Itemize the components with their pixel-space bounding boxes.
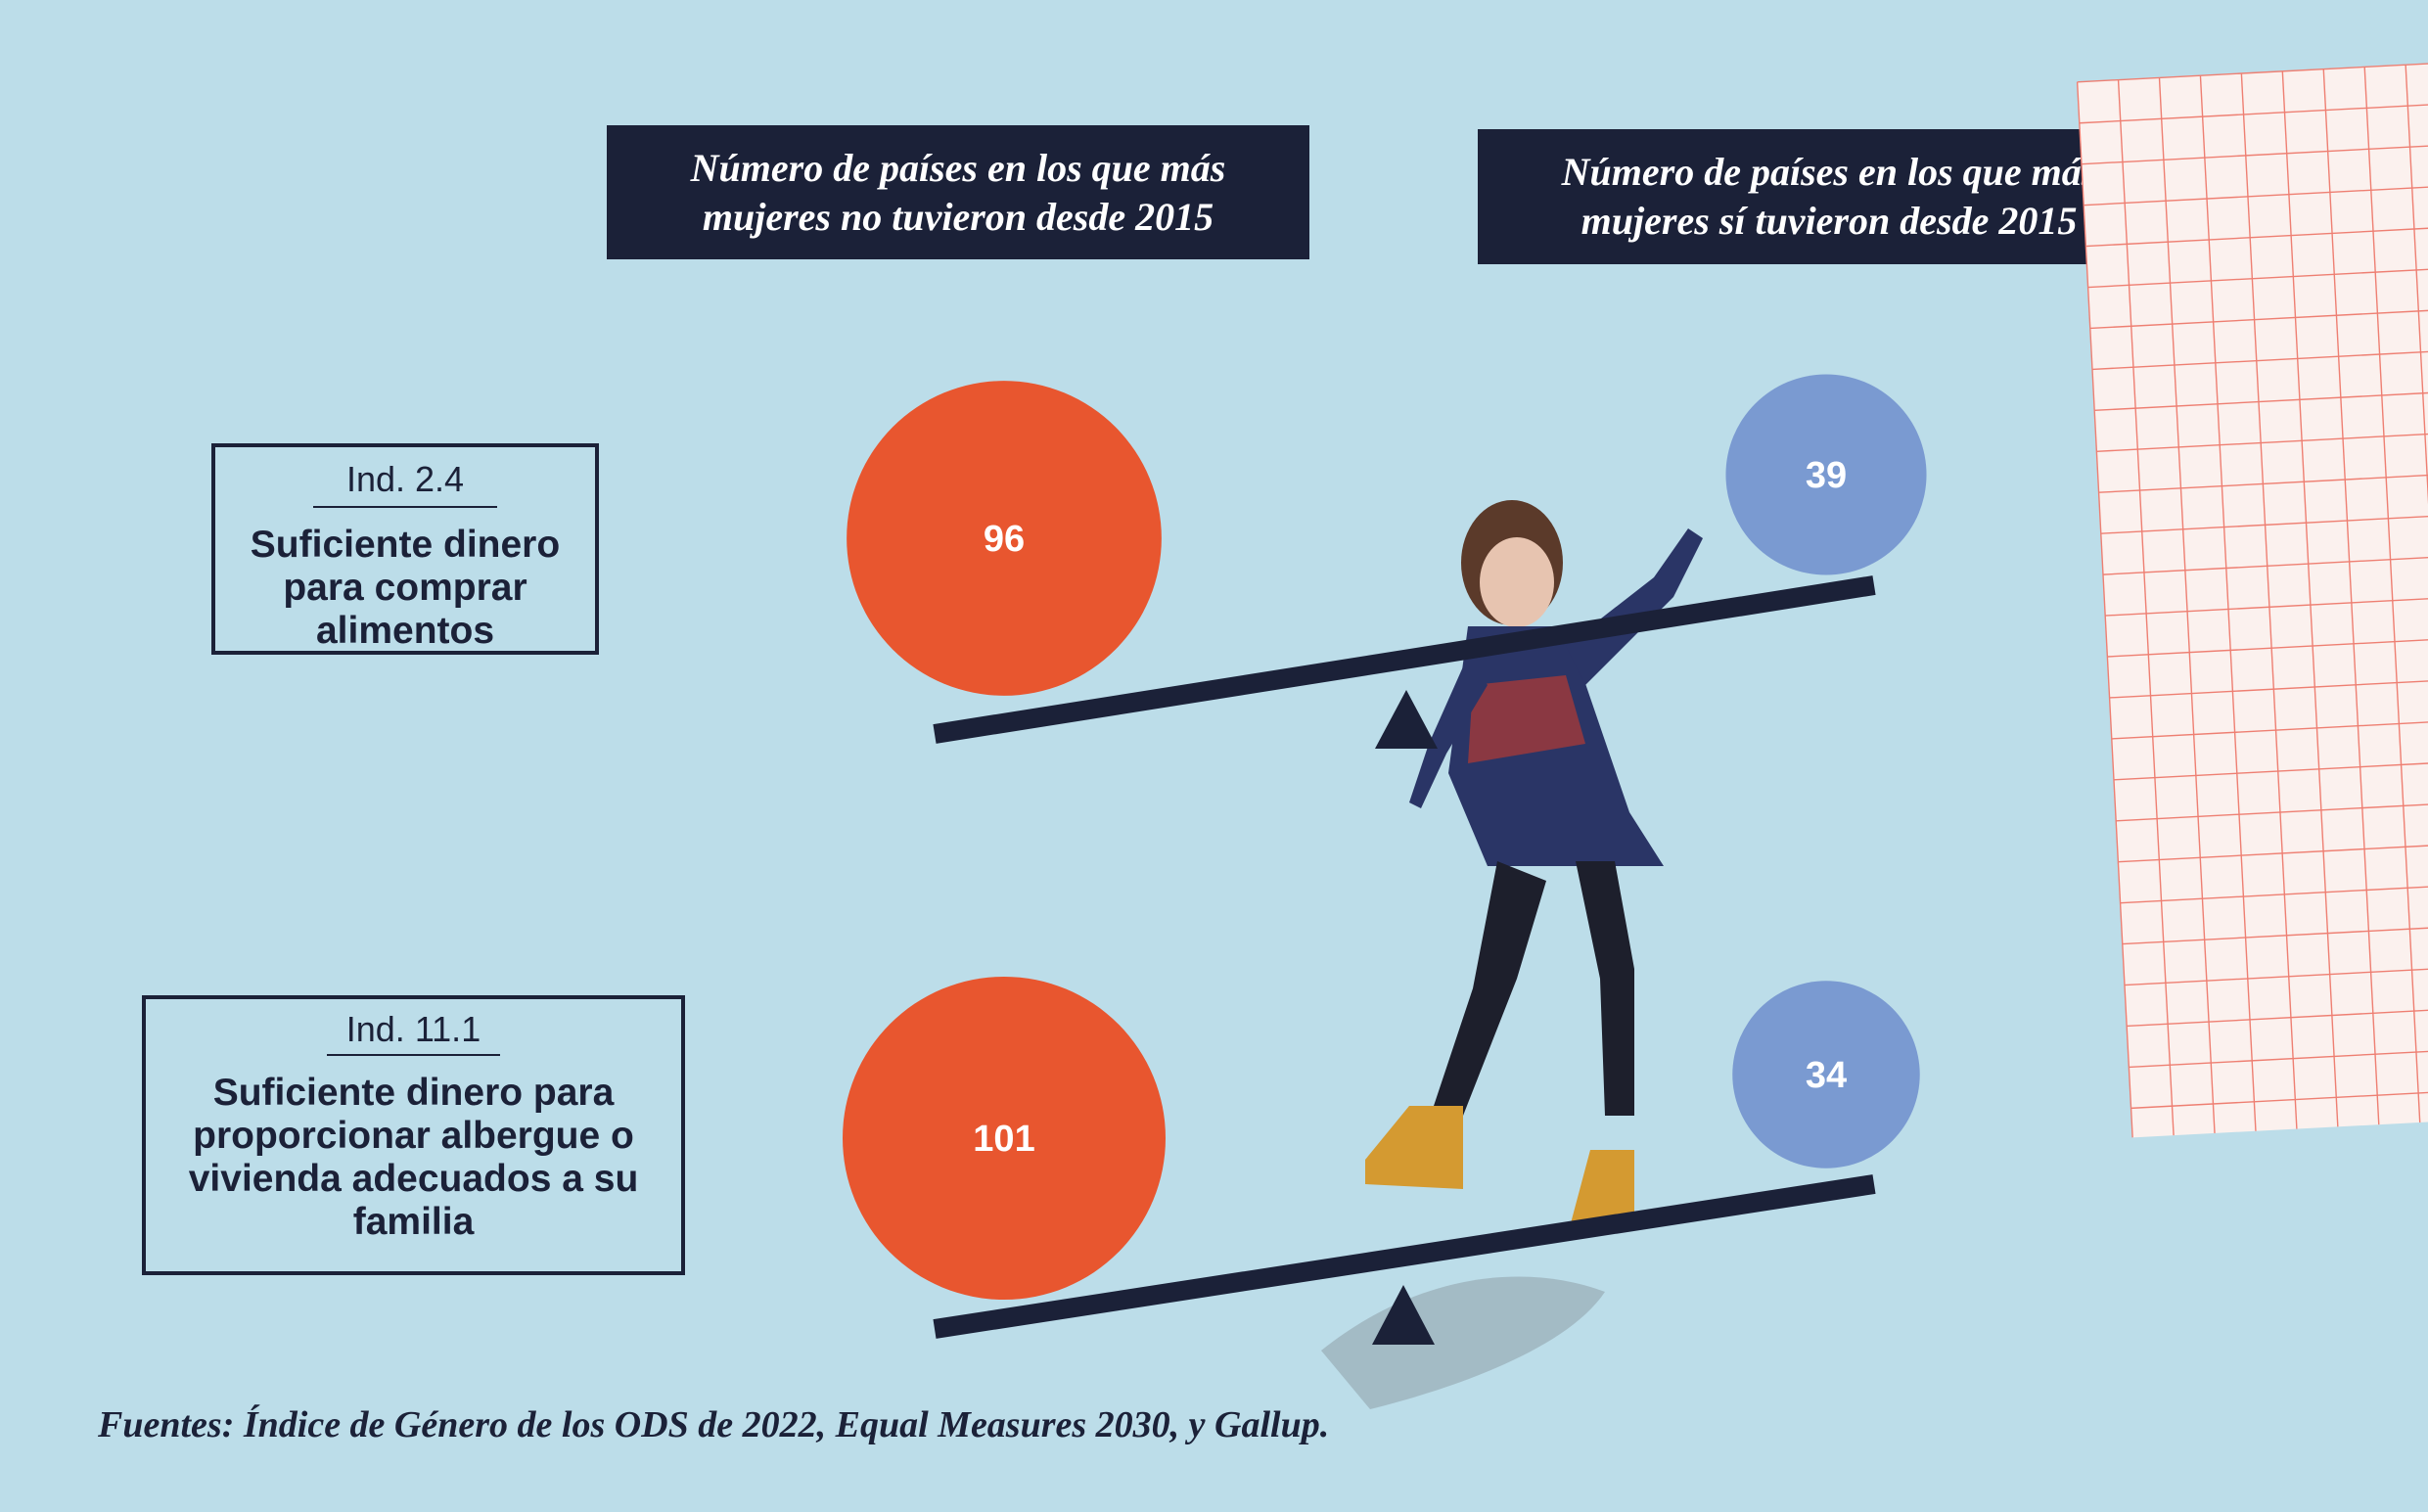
indicator-code: Ind. 2.4: [312, 459, 498, 508]
bubble-value-label: 34: [1806, 1055, 1847, 1096]
bubble-value-label: 39: [1806, 455, 1847, 496]
bubble-yes-2: [1732, 981, 1920, 1168]
bubble-yes-1: [1725, 374, 1927, 575]
person-illustration: [1321, 500, 1703, 1409]
fulcrum-triangle: [1375, 690, 1438, 749]
bubble-no-2: [843, 977, 1166, 1300]
indicator-description: Suficiente dinero para proporcionar albe…: [188, 1072, 639, 1243]
bubble-value-label: 101: [973, 1119, 1034, 1160]
balance-beam-2: [933, 1174, 1876, 1345]
header-no: Número de países en los que más mujeres …: [607, 125, 1309, 259]
bubble-no-1: [847, 381, 1162, 696]
indicator-box-11-1: Ind. 11.1 Suficiente dinero para proporc…: [142, 995, 685, 1275]
indicator-box-2-4: Ind. 2.4 Suficiente dinero para comprar …: [211, 443, 599, 655]
balance-beam-1: [933, 575, 1876, 749]
graph-paper-decoration: [2076, 60, 2428, 1138]
fulcrum-triangle: [1372, 1285, 1435, 1345]
bubble-value-label: 96: [984, 519, 1025, 560]
source-note: Fuentes: Índice de Género de los ODS de …: [98, 1404, 1330, 1445]
indicator-description: Suficiente dinero para comprar alimentos: [250, 524, 561, 652]
indicator-code: Ind. 11.1: [326, 1009, 501, 1056]
header-yes: Número de países en los que más mujeres …: [1478, 129, 2180, 264]
